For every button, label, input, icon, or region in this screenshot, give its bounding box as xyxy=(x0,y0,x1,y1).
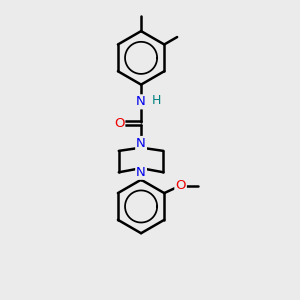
Text: N: N xyxy=(136,95,146,108)
Text: H: H xyxy=(152,94,161,107)
Text: N: N xyxy=(136,137,146,150)
Text: N: N xyxy=(136,166,146,179)
Text: O: O xyxy=(114,117,124,130)
Text: O: O xyxy=(175,179,186,192)
